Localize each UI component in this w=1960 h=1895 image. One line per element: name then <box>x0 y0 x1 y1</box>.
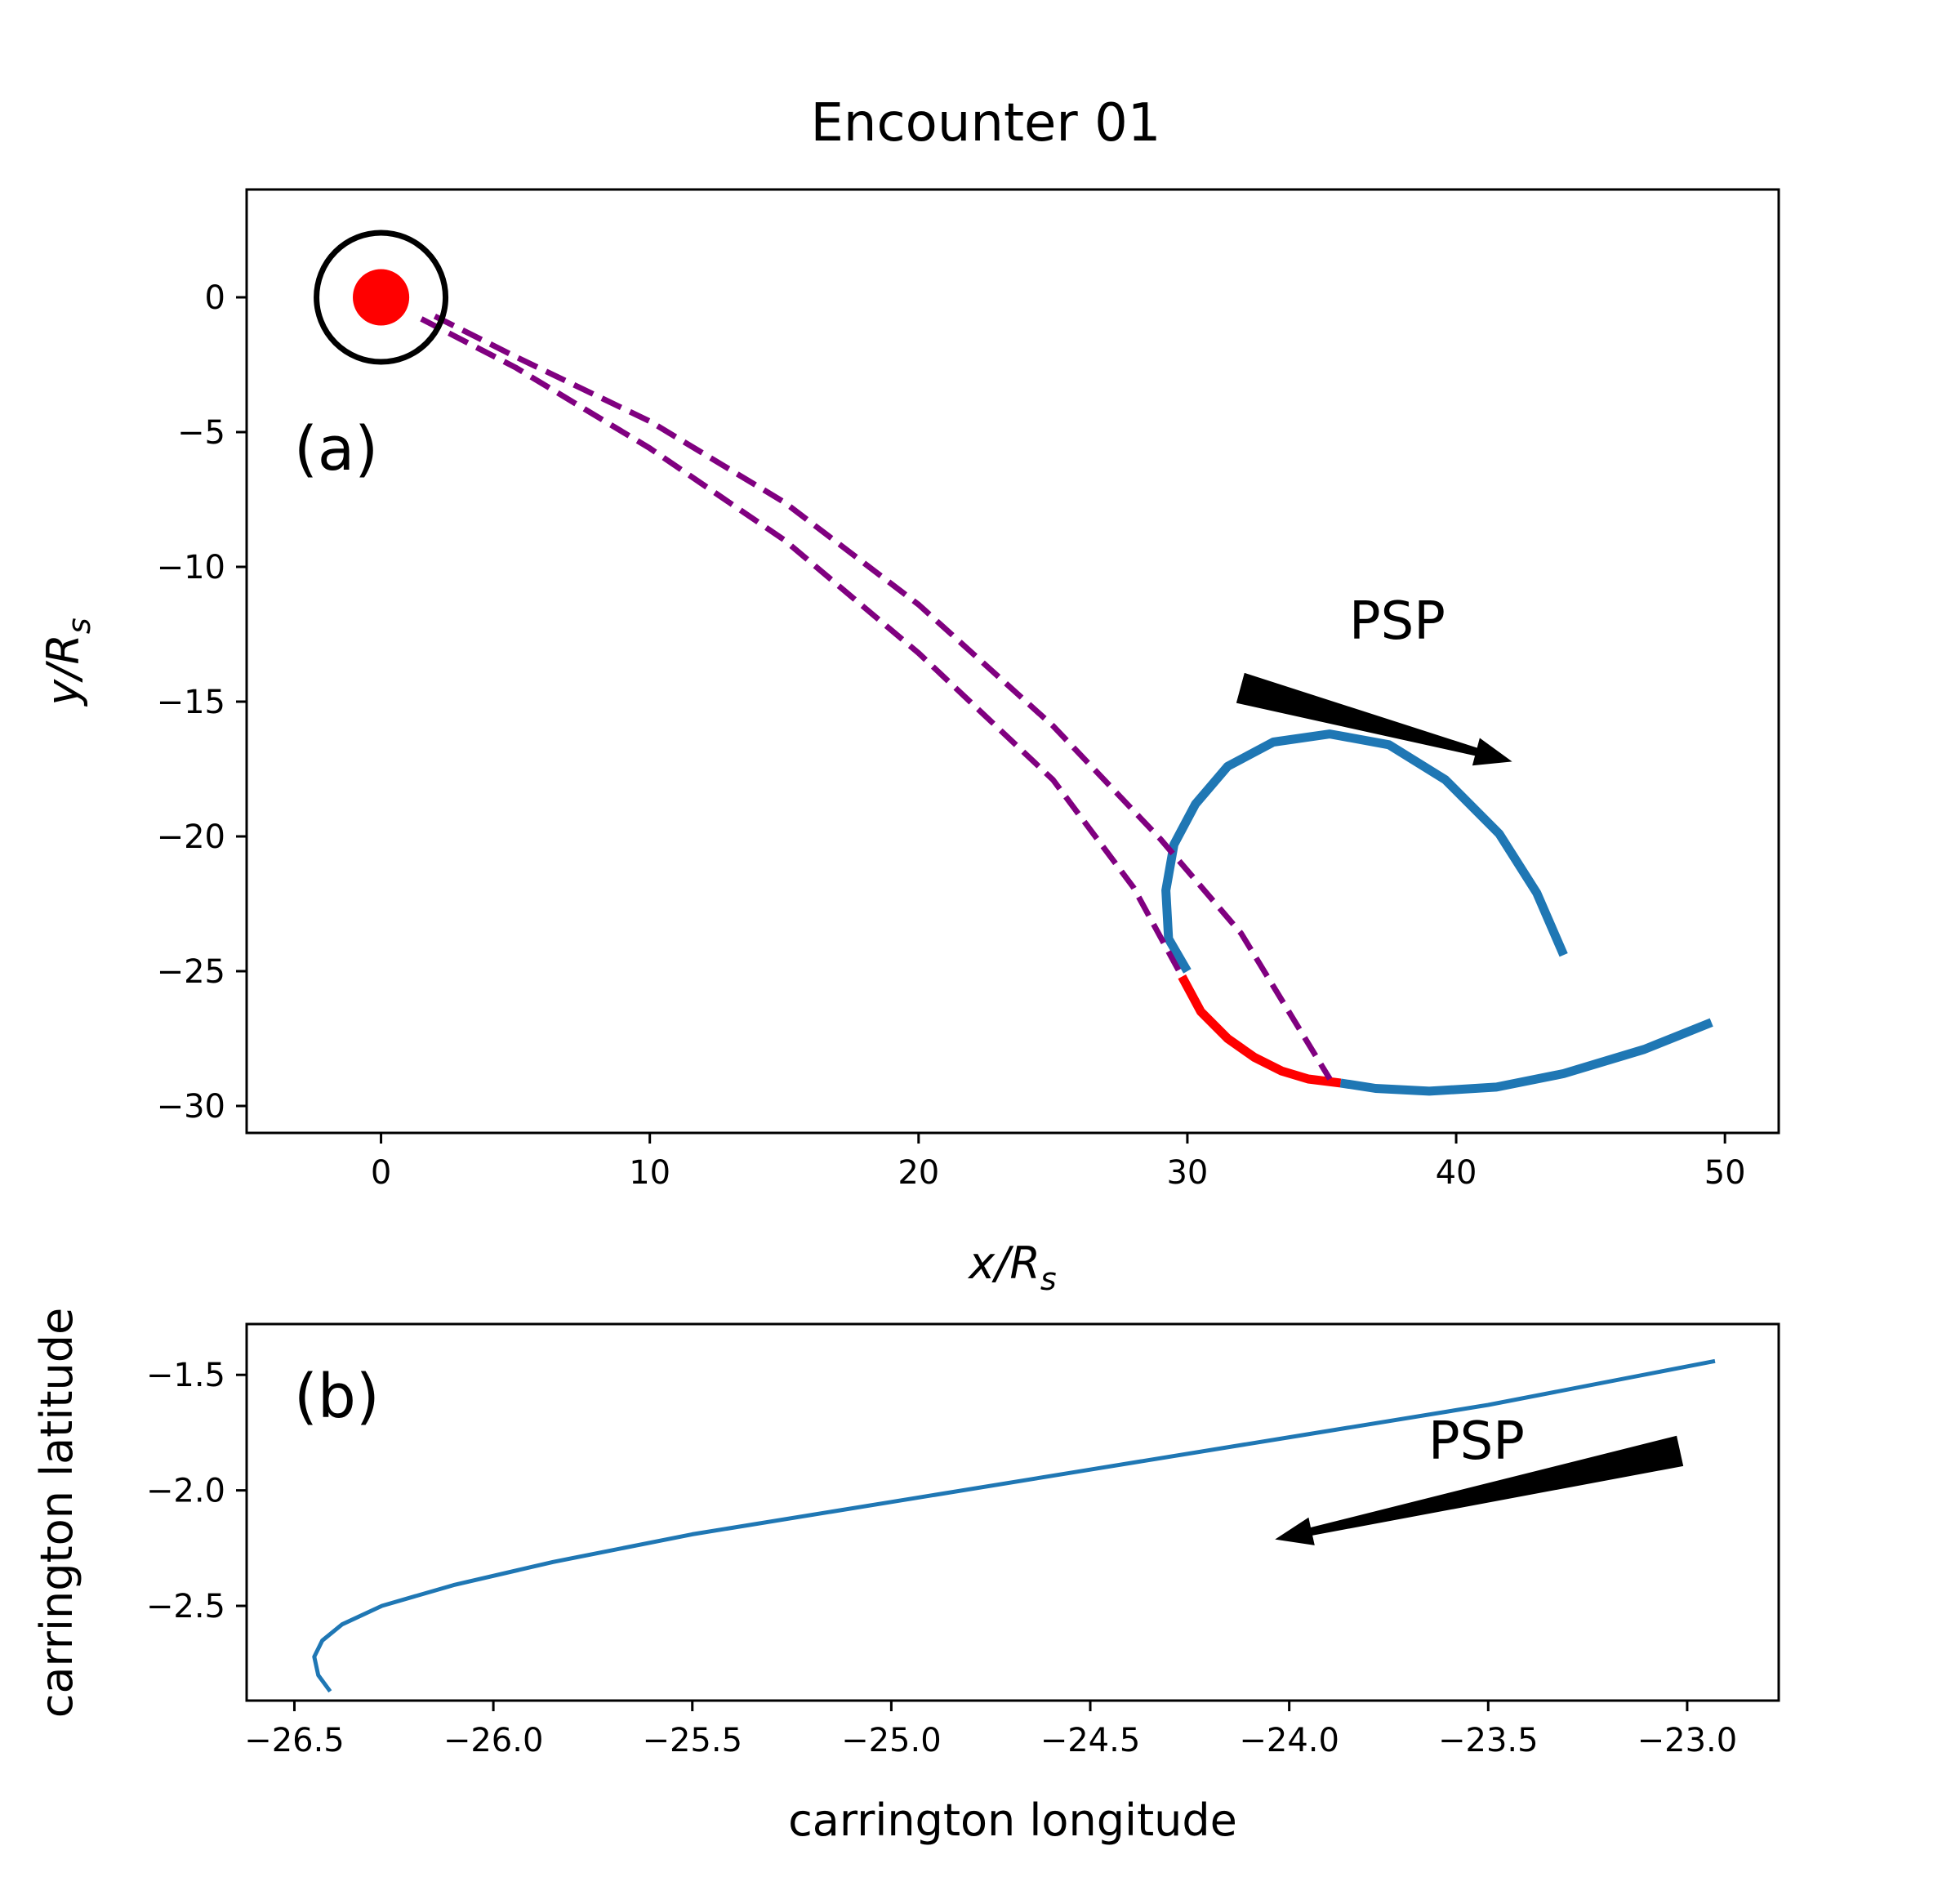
sun-marker <box>314 230 449 365</box>
panel-b-x-tick-label: −24.5 <box>1040 1722 1141 1759</box>
panel-b-y-tick-label: −1.5 <box>146 1357 225 1394</box>
panel-b-x-tick-label: −26.5 <box>244 1722 345 1759</box>
chart-title: Encounter 01 <box>810 93 1160 154</box>
panel-a-direction-arrow <box>1236 672 1512 766</box>
panel-a-label: (a) <box>294 414 378 484</box>
panel-a-x-axis-label: x/Rs <box>967 1237 1056 1297</box>
panel-a-x-tick-label: 0 <box>371 1154 391 1192</box>
panel-b-x-tick-label: −24.0 <box>1239 1722 1339 1759</box>
panel-b-y-ticks: −1.5 −2.0 −2.5 <box>146 1357 247 1625</box>
panel-a-x-tick-label: 20 <box>898 1154 939 1192</box>
panel-a-y-tick-label: −10 <box>157 549 225 586</box>
panel-a-psp-label: PSP <box>1349 591 1446 652</box>
panel-a-y-ticks: 0 −5 −10 −15 −20 −25 −30 <box>157 279 247 1126</box>
panel-a-plot-area <box>420 313 1713 1096</box>
panel-a-y-tick-label: −20 <box>157 818 225 856</box>
panel-a-y-tick-label: −5 <box>177 414 225 452</box>
arrow-shape <box>1275 1435 1684 1545</box>
panel-a-y-tick-label: −25 <box>157 953 225 991</box>
panel-a-x-ticks: 0 10 20 30 40 50 <box>371 1133 1746 1192</box>
panel-a-y-axis-label: y/Rs <box>38 618 97 707</box>
panel-a-x-tick-label: 30 <box>1166 1154 1208 1192</box>
panel-b-x-tick-label: −25.0 <box>841 1722 942 1759</box>
panel-a-y-tick-label: 0 <box>205 279 225 317</box>
panel-b-x-tick-label: −23.0 <box>1637 1722 1738 1759</box>
panel-a-x-tick-label: 40 <box>1436 1154 1477 1192</box>
panel-a-x-tick-label: 50 <box>1704 1154 1746 1192</box>
panel-a-frame <box>245 188 1780 1135</box>
panel-b-x-axis-label: carrington longitude <box>788 1795 1237 1846</box>
series-field-line-2 <box>433 313 1333 1081</box>
panel-b-y-tick-label: −2.5 <box>146 1588 225 1625</box>
series-psp-track <box>312 1358 1716 1693</box>
sun-outline <box>314 230 449 365</box>
sun-dot <box>353 269 410 326</box>
panel-b-y-tick-label: −2.0 <box>146 1473 225 1510</box>
series-psp-trajectory-loop <box>1161 729 1568 974</box>
panel-a: 0 10 20 30 40 50 0 −5 −10 −15 −20 −25 −30 (a) PSP x… <box>38 188 1780 1297</box>
panel-b-x-ticks: −26.5 −26.0 −25.5 −25.0 −24.5 −24.0 −23.5 −23.0 <box>244 1701 1737 1759</box>
panel-b-label: (b) <box>294 1362 380 1432</box>
panel-b-direction-arrow <box>1275 1435 1684 1545</box>
panel-b-psp-label: PSP <box>1428 1411 1525 1472</box>
panel-b-x-tick-label: −23.5 <box>1438 1722 1539 1759</box>
panel-a-y-tick-label: −15 <box>157 684 225 721</box>
panel-b-plot-area <box>312 1358 1716 1693</box>
series-psp-trajectory <box>1339 1018 1713 1096</box>
arrow-shape <box>1236 672 1512 766</box>
series-field-line-1 <box>420 316 1185 979</box>
series-connected-segment <box>1178 974 1342 1088</box>
panel-b: −26.5 −26.0 −25.5 −25.0 −24.5 −24.0 −23.5 −23.0… <box>31 1308 1780 1846</box>
panel-b-y-axis-label: carrington latitude <box>31 1308 82 1719</box>
panel-b-x-tick-label: −25.5 <box>642 1722 742 1759</box>
panel-b-x-tick-label: −26.0 <box>443 1722 544 1759</box>
panel-a-x-tick-label: 10 <box>629 1154 670 1192</box>
panel-a-y-tick-label: −30 <box>157 1088 225 1126</box>
panel-b-frame <box>245 1322 1780 1702</box>
